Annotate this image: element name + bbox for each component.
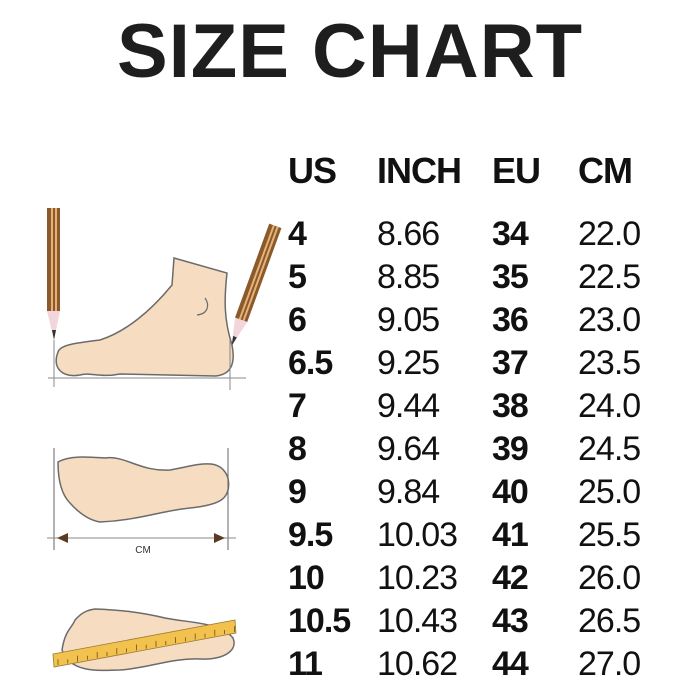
cell-us: 10.5 (288, 602, 351, 640)
cell-eu: 40 (492, 473, 529, 511)
cell-inch: 9.84 (377, 473, 440, 511)
cell-cm: 23.0 (578, 301, 641, 339)
cell-us: 7 (288, 387, 307, 425)
cell-eu: 43 (492, 602, 529, 640)
cell-inch: 10.62 (377, 645, 458, 683)
cell-us: 6.5 (288, 344, 333, 382)
column-header-inch: INCH (377, 150, 462, 191)
cell-eu: 35 (492, 258, 529, 296)
measure-label: CM (135, 545, 151, 556)
cell-cm: 24.5 (578, 430, 641, 468)
cell-us: 9 (288, 473, 307, 511)
page-title: SIZE CHART (117, 9, 583, 94)
cell-cm: 22.0 (578, 215, 641, 253)
cell-cm: 27.0 (578, 645, 641, 683)
cell-us: 4 (288, 215, 307, 253)
cell-eu: 38 (492, 387, 529, 425)
pencil-right-icon (231, 223, 282, 347)
cell-inch: 9.05 (377, 301, 440, 339)
cell-cm: 25.0 (578, 473, 641, 511)
cell-cm: 25.5 (578, 516, 641, 554)
column-header-cm: CM (578, 150, 633, 191)
cell-cm: 26.5 (578, 602, 641, 640)
cell-eu: 41 (492, 516, 529, 554)
cell-inch: 10.43 (377, 602, 458, 640)
cell-inch: 10.23 (377, 559, 458, 597)
cell-us: 8 (288, 430, 307, 468)
cell-eu: 39 (492, 430, 529, 468)
cell-cm: 22.5 (578, 258, 641, 296)
pencil-left-icon (47, 208, 60, 340)
cell-us: 5 (288, 258, 307, 296)
column-header-us: US (288, 150, 337, 191)
arrow-left-icon (57, 533, 68, 543)
cell-us: 6 (288, 301, 307, 339)
cell-eu: 36 (492, 301, 529, 339)
cell-us: 9.5 (288, 516, 333, 554)
cell-inch: 9.64 (377, 430, 440, 468)
arrow-right-icon (214, 533, 225, 543)
cell-inch: 9.25 (377, 344, 440, 382)
cell-eu: 34 (492, 215, 529, 253)
cell-us: 11 (288, 645, 323, 683)
top-foot-illustration: CM (47, 448, 236, 556)
cell-inch: 9.44 (377, 387, 440, 425)
cell-eu: 44 (492, 645, 529, 683)
cell-eu: 37 (492, 344, 529, 382)
cell-cm: 23.5 (578, 344, 641, 382)
cell-cm: 26.0 (578, 559, 641, 597)
cell-eu: 42 (492, 559, 529, 597)
side-foot-illustration (47, 208, 282, 390)
cell-cm: 24.0 (578, 387, 641, 425)
sole-ruler-illustration (52, 608, 237, 672)
column-header-eu: EU (492, 150, 541, 191)
cell-inch: 10.03 (377, 516, 458, 554)
cell-inch: 8.66 (377, 215, 440, 253)
cell-us: 10 (288, 559, 325, 597)
cell-inch: 8.85 (377, 258, 440, 296)
